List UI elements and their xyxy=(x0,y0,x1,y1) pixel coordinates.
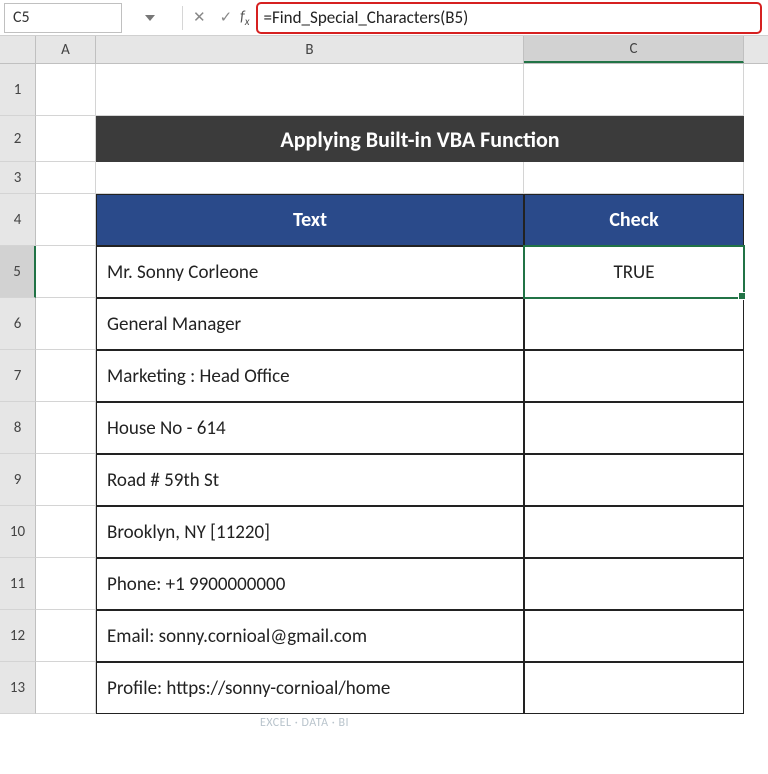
header-check[interactable]: Check xyxy=(524,194,744,246)
cells: Applying Built-in VBA Function Text Chec… xyxy=(36,64,744,714)
cell-C7[interactable] xyxy=(524,350,744,402)
col-header-B[interactable]: B xyxy=(96,36,524,63)
cell-B3[interactable] xyxy=(96,162,524,194)
cell-B12[interactable]: Email: sonny.cornioal@gmail.com xyxy=(96,610,524,662)
cell-B6-text: General Manager xyxy=(107,313,241,336)
cell-B8-text: House No - 614 xyxy=(107,417,226,440)
cell-A7[interactable] xyxy=(36,350,96,402)
cell-B11[interactable]: Phone: +1 9900000000 xyxy=(96,558,524,610)
cell-B9[interactable]: Road # 59th St xyxy=(96,454,524,506)
cell-C5[interactable]: TRUE xyxy=(524,246,744,298)
cell-C8[interactable] xyxy=(524,402,744,454)
row-header-10[interactable]: 10 xyxy=(0,506,36,558)
cell-A9[interactable] xyxy=(36,454,96,506)
cell-A5[interactable] xyxy=(36,246,96,298)
header-text[interactable]: Text xyxy=(96,194,524,246)
cell-B13[interactable]: Profile: https://sonny-cornioal/home xyxy=(96,662,524,714)
watermark: EXCEL · DATA · BI xyxy=(260,716,349,730)
cell-B13-text: Profile: https://sonny-cornioal/home xyxy=(107,677,390,700)
header-check-label: Check xyxy=(609,208,658,232)
cell-C9[interactable] xyxy=(524,454,744,506)
enter-icon[interactable]: ✓ xyxy=(220,8,233,27)
cell-A13[interactable] xyxy=(36,662,96,714)
cell-A1[interactable] xyxy=(36,64,96,116)
cell-B7[interactable]: Marketing : Head Office xyxy=(96,350,524,402)
cell-C6[interactable] xyxy=(524,298,744,350)
row-header-2[interactable]: 2 xyxy=(0,116,36,162)
cancel-icon[interactable]: ✕ xyxy=(193,8,206,27)
row-header-12[interactable]: 12 xyxy=(0,610,36,662)
col-header-C[interactable]: C xyxy=(524,36,744,63)
row-header-3[interactable]: 3 xyxy=(0,162,36,194)
row-header-4[interactable]: 4 xyxy=(0,194,36,246)
page-title: Applying Built-in VBA Function xyxy=(280,126,559,153)
select-all-corner[interactable] xyxy=(0,36,36,63)
cell-C3[interactable] xyxy=(524,162,744,194)
cell-B6[interactable]: General Manager xyxy=(96,298,524,350)
chevron-down-icon xyxy=(145,15,155,21)
separator xyxy=(182,6,183,30)
cell-A10[interactable] xyxy=(36,506,96,558)
cell-C13[interactable] xyxy=(524,662,744,714)
grid: 1 2 3 4 5 6 7 8 9 10 11 12 13 Applying B… xyxy=(0,64,768,714)
name-box-dropdown[interactable] xyxy=(122,15,178,21)
cell-A2[interactable] xyxy=(36,116,96,162)
title-cell[interactable]: Applying Built-in VBA Function xyxy=(96,116,744,162)
cell-C5-text: TRUE xyxy=(613,261,654,284)
cell-C11[interactable] xyxy=(524,558,744,610)
col-header-A[interactable]: A xyxy=(36,36,96,63)
cell-A12[interactable] xyxy=(36,610,96,662)
cell-B11-text: Phone: +1 9900000000 xyxy=(107,573,285,596)
cell-C1[interactable] xyxy=(524,64,744,116)
cell-A6[interactable] xyxy=(36,298,96,350)
cell-A8[interactable] xyxy=(36,402,96,454)
row-header-11[interactable]: 11 xyxy=(0,558,36,610)
row-header-5[interactable]: 5 xyxy=(0,246,36,298)
column-headers: A B C xyxy=(0,36,768,64)
cell-B1[interactable] xyxy=(96,64,524,116)
cell-C12[interactable] xyxy=(524,610,744,662)
cell-A3[interactable] xyxy=(36,162,96,194)
row-header-7[interactable]: 7 xyxy=(0,350,36,402)
header-text-label: Text xyxy=(293,208,327,232)
cell-B10[interactable]: Brooklyn, NY [11220] xyxy=(96,506,524,558)
formula-bar: C5 ✕ ✓ fx =Find_Special_Characters(B5) xyxy=(0,0,768,36)
cell-B9-text: Road # 59th St xyxy=(107,469,219,492)
formula-bar-buttons: ✕ ✓ xyxy=(187,8,238,27)
fx-icon[interactable]: fx xyxy=(238,8,255,28)
row-header-13[interactable]: 13 xyxy=(0,662,36,714)
row-header-8[interactable]: 8 xyxy=(0,402,36,454)
name-box[interactable]: C5 xyxy=(4,3,122,33)
row-header-6[interactable]: 6 xyxy=(0,298,36,350)
cell-B8[interactable]: House No - 614 xyxy=(96,402,524,454)
cell-A11[interactable] xyxy=(36,558,96,610)
cell-C10[interactable] xyxy=(524,506,744,558)
cell-reference: C5 xyxy=(13,8,30,27)
cell-B7-text: Marketing : Head Office xyxy=(107,365,290,388)
cell-B10-text: Brooklyn, NY [11220] xyxy=(107,521,270,544)
cell-B5[interactable]: Mr. Sonny Corleone xyxy=(96,246,524,298)
row-header-9[interactable]: 9 xyxy=(0,454,36,506)
cell-B12-text: Email: sonny.cornioal@gmail.com xyxy=(107,625,367,648)
formula-input[interactable]: =Find_Special_Characters(B5) xyxy=(256,2,763,34)
cell-A4[interactable] xyxy=(36,194,96,246)
row-headers: 1 2 3 4 5 6 7 8 9 10 11 12 13 xyxy=(0,64,36,714)
formula-text: =Find_Special_Characters(B5) xyxy=(264,7,469,28)
cell-B5-text: Mr. Sonny Corleone xyxy=(107,261,258,284)
row-header-1[interactable]: 1 xyxy=(0,64,36,116)
